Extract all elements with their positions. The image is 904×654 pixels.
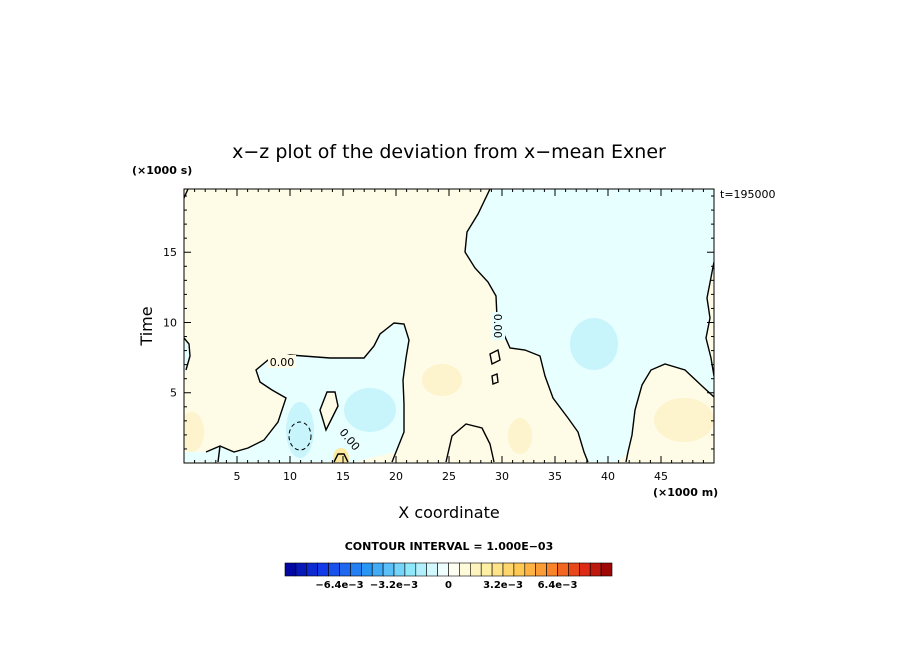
zero-contour-island-b [491, 373, 499, 385]
colorbar-swatch [393, 562, 406, 577]
zero-contour-upper-right [464, 189, 589, 463]
colorbar-swatch [535, 562, 547, 577]
zero-contour-core [333, 453, 349, 463]
colorbar-tick-label: 3.2e−3 [483, 580, 523, 591]
colorbar-swatch [284, 562, 297, 577]
colorbar-swatch [524, 562, 536, 577]
positive-pocket [320, 392, 338, 430]
colorbar-swatch [317, 562, 329, 577]
weak-positive-patch-left [184, 412, 204, 452]
colorbar-swatch [589, 562, 602, 577]
colorbar-swatch [360, 562, 373, 577]
x-tick-label: 10 [283, 470, 297, 483]
y-tick-label: 10 [163, 316, 177, 329]
zero-contour-label-right: 0.00 [491, 314, 504, 339]
colorbar-swatch [448, 562, 460, 577]
colorbar-swatch [437, 562, 449, 577]
colorbar-swatch [306, 562, 318, 577]
colorbar-swatch [480, 562, 493, 577]
weak-positive-patch-right [654, 398, 714, 442]
colorbar-tick-label: 0 [445, 580, 452, 591]
colorbar-swatch [459, 562, 471, 577]
y-tick-label: 5 [170, 387, 177, 400]
x-axis-ticks: 5 10 15 20 25 30 35 40 45 [183, 189, 715, 483]
x-tick-label: 25 [442, 470, 456, 483]
colorbar-swatch [382, 562, 395, 577]
contour-fill-group [184, 189, 714, 463]
x-tick-label: 20 [389, 470, 403, 483]
x-axis-label: X coordinate [398, 503, 499, 522]
weak-positive-patch-lower [508, 418, 532, 454]
colorbar-swatch [404, 562, 417, 577]
strong-negative-patch-left [286, 402, 314, 458]
negative-region-left-edge [184, 338, 190, 376]
colorbar-swatch [546, 562, 558, 577]
colorbar-tick-labels: −6.4e−3 −3.2e−3 0 3.2e−3 6.4e−3 [315, 580, 577, 591]
negative-dashed-contour [288, 421, 312, 451]
negative-region-center-left [184, 323, 409, 462]
time-stamp-label: t=195000 [720, 188, 776, 201]
x-tick-label: 40 [601, 470, 615, 483]
zero-contour-island-a [489, 348, 501, 366]
colorbar-swatch [469, 562, 482, 577]
x-unit-label: (×1000 m) [653, 486, 718, 499]
colorbar-tick-label: −3.2e−3 [370, 580, 418, 591]
y-axis-label: Time [137, 306, 156, 346]
colorbar-swatch [578, 562, 591, 577]
zero-contour-right-edge [705, 261, 714, 377]
colorbar-swatch [339, 562, 351, 577]
colorbar-swatch [557, 562, 569, 577]
zero-contour-right-lobe [625, 363, 714, 463]
colorbar-swatch [600, 562, 613, 577]
colorbar-swatch [502, 562, 515, 577]
chart-title: x−z plot of the deviation from x−mean Ex… [232, 141, 666, 163]
colorbar-swatch [426, 562, 438, 577]
y-unit-label: (×1000 s) [132, 164, 192, 177]
zero-contour-left-notch [217, 445, 221, 463]
zero-contour-lines [184, 189, 714, 463]
x-tick-label: 45 [654, 470, 668, 483]
zero-contour-label-left: 0.00 [270, 356, 295, 369]
contour-interval-text: CONTOUR INTERVAL = 1.000E−03 [345, 540, 554, 553]
colorbar-swatch [568, 562, 580, 577]
x-tick-label: 35 [548, 470, 562, 483]
zero-contour-pocket [319, 391, 339, 432]
colorbar-tick-label: −6.4e−3 [315, 580, 363, 591]
y-tick-label: 15 [163, 246, 177, 259]
colorbar-tick-label: 6.4e−3 [538, 580, 578, 591]
colorbar-swatch [328, 562, 340, 577]
x-tick-label: 5 [234, 470, 241, 483]
x-tick-label: 30 [495, 470, 509, 483]
strong-negative-patch-center [344, 388, 396, 432]
strong-negative-patch-right [570, 318, 618, 370]
colorbar-swatch [491, 562, 504, 577]
colorbar-swatch [371, 562, 384, 577]
colorbar [284, 562, 613, 577]
weak-positive-patch-center [422, 364, 462, 396]
y-axis-ticks: 5 10 15 [163, 195, 714, 450]
colorbar-swatch [513, 562, 526, 577]
colorbar-swatch [295, 562, 308, 577]
x-tick-label: 15 [336, 470, 350, 483]
plot-area: 0.00 0.00 0.00 [183, 188, 715, 464]
zero-contour-center-lobe [445, 423, 495, 463]
positive-core-patch [333, 448, 349, 463]
zero-contour-center-left [205, 322, 410, 463]
colorbar-swatch [415, 562, 427, 577]
colorbar-swatch [350, 562, 362, 577]
positive-lobe-center [446, 424, 494, 462]
zero-contour-left-edge [184, 337, 191, 371]
